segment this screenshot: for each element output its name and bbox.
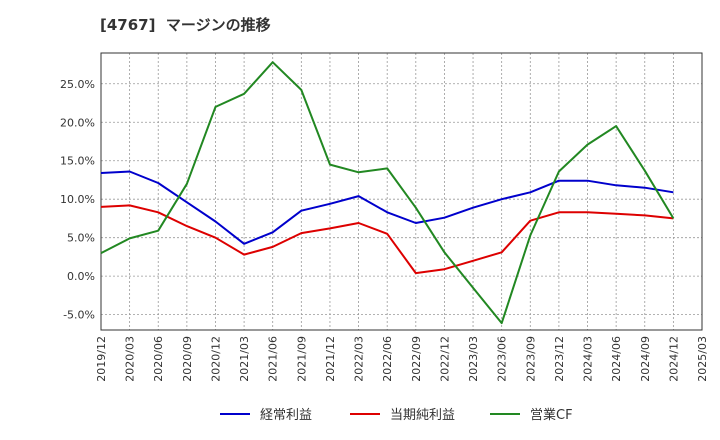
- x-tick-label: 2021/06: [267, 336, 280, 382]
- x-tick-label: 2020/12: [209, 336, 222, 382]
- y-tick-label: 15.0%: [60, 155, 95, 168]
- x-tick-label: 2021/03: [238, 336, 251, 382]
- x-tick-label: 2020/09: [181, 336, 194, 382]
- x-tick-label: 2022/09: [410, 336, 423, 382]
- y-tick-label: -5.0%: [63, 309, 95, 322]
- plot-frame: [100, 52, 703, 331]
- y-tick-label: 10.0%: [60, 193, 95, 206]
- x-tick-label: 2020/06: [152, 336, 165, 382]
- legend-label-2: 営業CF: [530, 407, 573, 423]
- series-line-0: [100, 170, 674, 245]
- x-tick-label: 2023/03: [467, 336, 480, 382]
- x-tick-label: 2023/12: [553, 336, 566, 382]
- chart-title: [4767] マージンの推移: [100, 16, 271, 34]
- legend-label-1: 当期純利益: [390, 408, 455, 423]
- x-tick-label: 2022/03: [353, 336, 366, 382]
- x-tick-label: 2024/06: [610, 336, 623, 382]
- x-tick-label: 2023/09: [524, 336, 537, 382]
- y-tick-label: 25.0%: [60, 78, 95, 91]
- y-tick-label: 0.0%: [67, 270, 95, 283]
- x-tick-label: 2024/09: [639, 336, 652, 382]
- x-tick-label: 2021/12: [324, 336, 337, 382]
- x-tick-label: 2023/06: [496, 336, 509, 382]
- x-tick-label: 2022/12: [438, 336, 451, 382]
- x-tick-label: 2020/03: [124, 336, 137, 382]
- plot-area: [101, 53, 702, 330]
- y-tick-label: 20.0%: [60, 116, 95, 129]
- y-tick-label: 5.0%: [67, 232, 95, 245]
- legend-label-0: 経常利益: [260, 408, 312, 423]
- x-tick-label: 2022/06: [381, 336, 394, 382]
- series-line-2: [100, 61, 675, 325]
- x-tick-label: 2021/09: [295, 336, 308, 382]
- x-tick-label: 2019/12: [95, 336, 108, 382]
- x-tick-label: 2024/03: [582, 336, 595, 382]
- series-line-1: [100, 204, 674, 275]
- x-tick-label: 2025/03: [696, 336, 709, 382]
- x-tick-label: 2024/12: [667, 336, 680, 382]
